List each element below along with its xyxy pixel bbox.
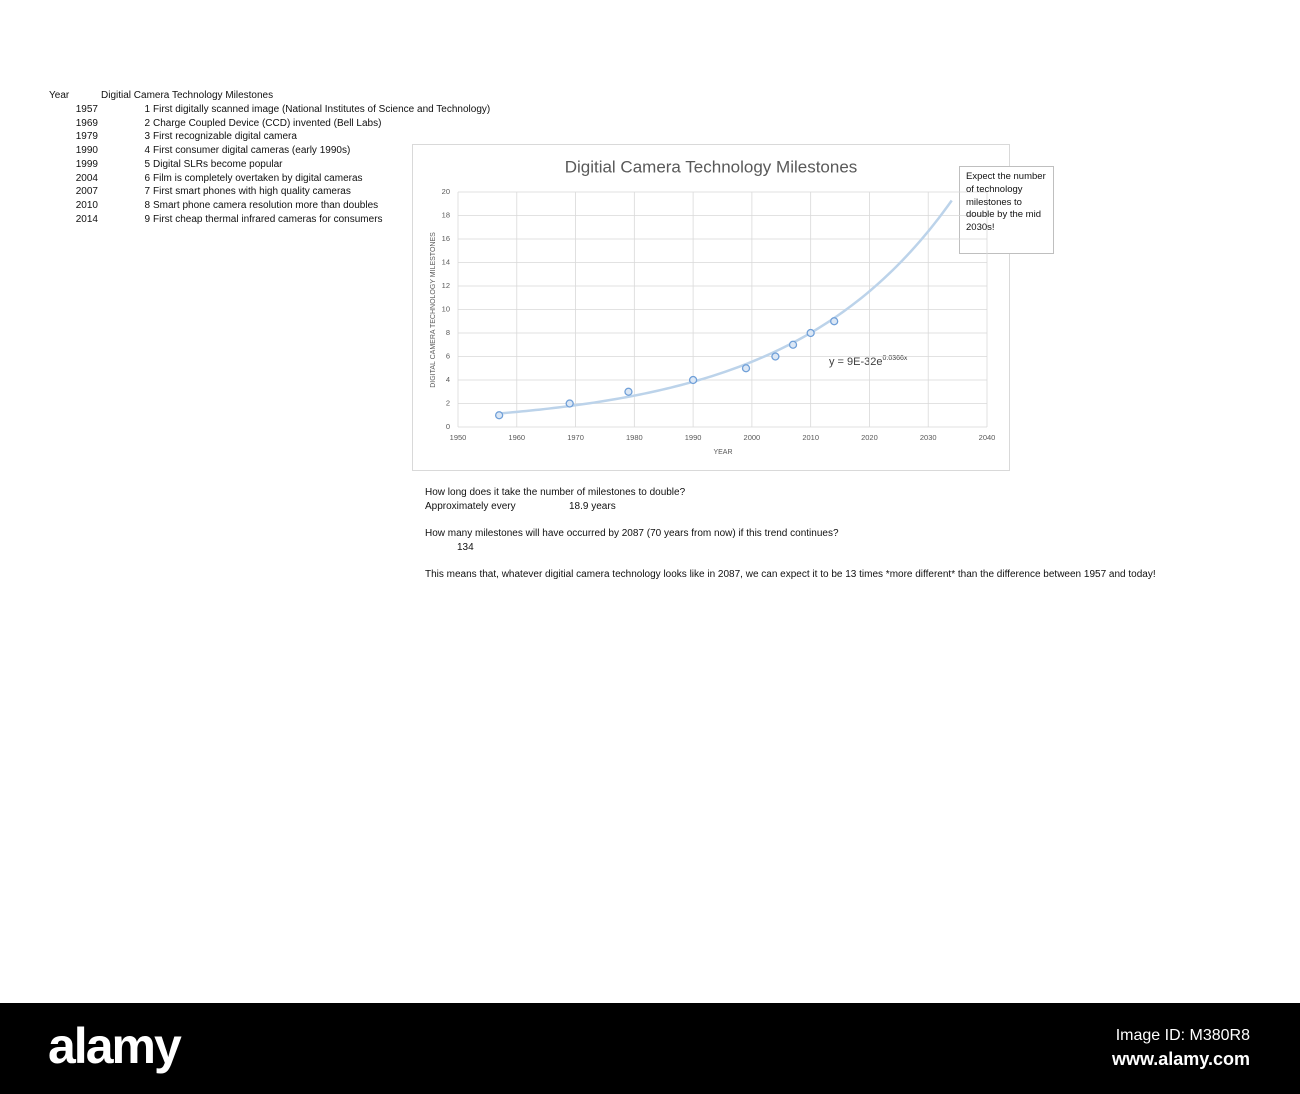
count-cell: 3 <box>144 131 150 143</box>
milestone-cell: Digital SLRs become popular <box>153 158 283 170</box>
year-cell: 1969 <box>75 117 98 129</box>
trendline <box>499 199 953 415</box>
y-tick-label: 4 <box>446 375 450 384</box>
count-cell: 6 <box>144 172 150 184</box>
y-tick-label: 2 <box>446 398 450 407</box>
answer: 18.9 years <box>569 501 616 512</box>
equation-exponent: 0.0366x <box>883 355 908 362</box>
image-id: Image ID: M380R8 <box>1115 1027 1250 1044</box>
data-point <box>771 352 780 361</box>
data-point <box>688 375 698 385</box>
table-header: Year <box>49 90 70 101</box>
x-tick-label: 1990 <box>685 433 702 442</box>
x-tick-label: 2030 <box>920 433 937 442</box>
x-tick-label: 2040 <box>979 433 996 442</box>
question: How long does it take the number of mile… <box>425 487 686 498</box>
milestone-cell: First consumer digital cameras (early 19… <box>153 145 351 157</box>
x-axis-label: YEAR <box>713 449 732 456</box>
count-cell: 1 <box>144 104 150 115</box>
x-tick-label: 1980 <box>626 433 643 442</box>
x-tick-label: 2000 <box>744 433 761 442</box>
chart-title: Digitial Camera Technology Milestones <box>565 157 858 176</box>
milestone-cell: Smart phone camera resolution more than … <box>153 199 379 211</box>
y-tick-label: 10 <box>442 304 450 313</box>
data-point <box>788 340 798 349</box>
answer-label: Approximately every <box>425 501 516 512</box>
y-tick-label: 12 <box>442 281 450 290</box>
data-point <box>565 399 574 408</box>
conclusion: This means that, whatever digitial camer… <box>425 569 1156 580</box>
milestone-cell: First recognizable digital camera <box>153 131 297 143</box>
data-point <box>741 364 751 373</box>
milestone-cell: Film is completely overtaken by digital … <box>153 172 363 184</box>
y-tick-label: 14 <box>442 257 450 266</box>
chart-frame <box>412 144 1010 471</box>
count-cell: 7 <box>144 186 150 198</box>
year-cell: 2014 <box>75 213 98 225</box>
equation-base: y = 9E-32e <box>829 356 883 368</box>
chart: Digitial Camera Technology Milestones YE… <box>412 144 1054 471</box>
year-cell: 1979 <box>75 131 98 143</box>
data-point <box>624 387 633 396</box>
year-cell: 1999 <box>75 158 98 170</box>
y-tick-label: 0 <box>446 422 450 431</box>
y-tick-label: 6 <box>446 351 450 360</box>
year-cell: 2010 <box>75 199 98 211</box>
milestone-cell: Charge Coupled Device (CCD) invented (Be… <box>153 117 382 129</box>
count-cell: 8 <box>144 199 150 211</box>
count-cell: 2 <box>144 117 150 129</box>
data-point <box>806 328 815 338</box>
question: How many milestones will have occurred b… <box>425 528 839 539</box>
milestone-cell: First cheap thermal infrared cameras for… <box>153 213 383 225</box>
count-cell: 4 <box>144 145 150 157</box>
watermark-logo: alamy <box>48 1018 182 1074</box>
year-cell: 1990 <box>75 145 98 157</box>
year-cell: 2007 <box>75 186 98 198</box>
count-cell: 9 <box>144 213 150 225</box>
data-point <box>494 411 504 420</box>
milestone-cell: First smart phones with high quality cam… <box>153 186 351 198</box>
data-point <box>830 317 839 326</box>
y-tick-label: 18 <box>442 210 450 219</box>
answer: 134 <box>457 542 474 553</box>
x-tick-label: 1970 <box>567 433 584 442</box>
count-cell: 5 <box>144 158 150 170</box>
watermark-url: www.alamy.com <box>1111 1049 1250 1069</box>
y-tick-label: 16 <box>442 234 450 243</box>
x-tick-label: 1950 <box>450 433 467 442</box>
y-axis-label: DIGITAL CAMERA TECHNOLOGY MILESTONES <box>430 232 437 388</box>
x-tick-label: 2020 <box>861 433 878 442</box>
x-tick-label: 2010 <box>802 433 819 442</box>
annotation-text: Expect the number of technology mileston… <box>966 171 1046 234</box>
y-tick-label: 20 <box>442 187 450 196</box>
y-tick-label: 8 <box>446 328 450 337</box>
table-header: Digitial Camera Technology Milestones <box>101 90 274 101</box>
year-cell: 1957 <box>75 104 98 115</box>
watermark-bar: alamy Image ID: M380R8 www.alamy.com <box>0 1003 1300 1094</box>
year-cell: 2004 <box>75 172 98 184</box>
x-tick-label: 1960 <box>508 433 525 442</box>
milestone-cell: First digitally scanned image (National … <box>153 104 491 115</box>
